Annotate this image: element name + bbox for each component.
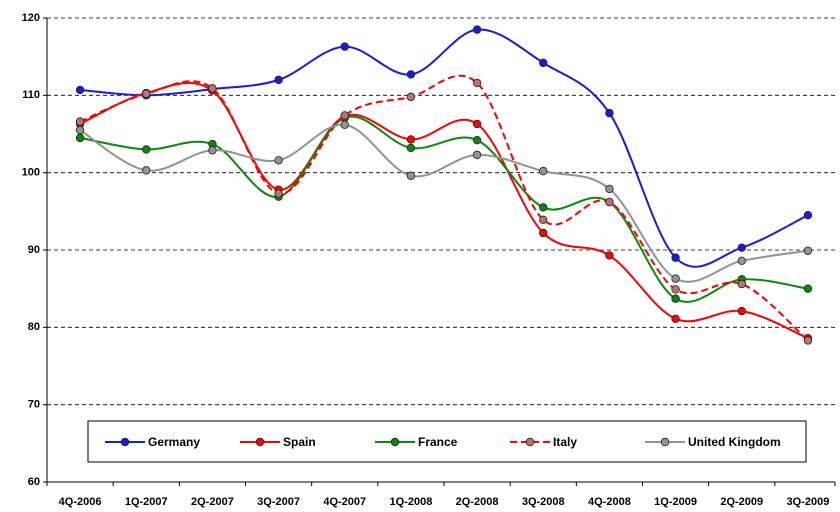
data-point [274, 75, 283, 85]
series-line [79, 123, 809, 283]
data-point [737, 279, 746, 289]
data-point [75, 85, 85, 95]
data-point [671, 274, 680, 283]
legend-label: France [418, 435, 458, 449]
data-point [208, 146, 217, 155]
series-line [79, 74, 809, 342]
data-point [539, 228, 548, 238]
legend-marker [255, 437, 265, 447]
data-point [605, 108, 614, 118]
x-tick-label: 1Q-2008 [390, 496, 433, 508]
data-point [340, 120, 349, 129]
data-point [472, 119, 482, 129]
data-point [406, 143, 416, 153]
data-point [671, 253, 680, 262]
data-point [605, 184, 614, 194]
x-tick-label: 4Q-2008 [588, 496, 631, 508]
data-point [142, 166, 151, 175]
data-point [406, 171, 416, 180]
x-tick-label: 1Q-2007 [125, 496, 168, 508]
data-point [803, 246, 813, 255]
data-point [340, 42, 349, 51]
data-point [406, 92, 416, 102]
x-tick-label: 2Q-2008 [456, 496, 499, 508]
data-point [605, 251, 614, 260]
x-tick-label: 4Q-2006 [59, 496, 102, 508]
x-tick-label: 2Q-2009 [720, 496, 763, 508]
data-point [142, 145, 151, 154]
data-point [340, 111, 349, 120]
data-point [75, 117, 85, 126]
legend-marker [660, 437, 670, 447]
data-point [539, 166, 548, 176]
series-line [79, 115, 809, 303]
x-tick-label: 4Q-2007 [323, 496, 366, 508]
data-point [472, 150, 482, 160]
data-point [539, 58, 548, 68]
x-tick-label: 3Q-2007 [257, 496, 300, 508]
legend-marker [390, 437, 400, 447]
data-point [737, 256, 746, 266]
data-point [406, 70, 416, 79]
data-point [208, 84, 217, 93]
y-tick-label: 80 [28, 321, 40, 333]
y-tick-label: 100 [22, 167, 40, 179]
data-point [539, 215, 548, 225]
data-point [737, 243, 746, 252]
data-point [472, 25, 482, 34]
data-point [737, 306, 746, 316]
data-point [406, 135, 416, 144]
legend-box [87, 420, 807, 463]
data-point [671, 294, 680, 303]
data-point [472, 135, 482, 145]
y-tick-label: 60 [28, 476, 40, 488]
data-point [142, 89, 151, 98]
data-point [75, 133, 85, 143]
data-point [274, 189, 283, 198]
legend-label: Italy [553, 435, 577, 449]
y-tick-label: 110 [22, 89, 40, 101]
legend-marker [120, 437, 130, 447]
data-point [803, 210, 813, 220]
data-point [671, 314, 680, 324]
y-tick-label: 70 [28, 399, 40, 411]
data-point [671, 285, 680, 294]
x-tick-label: 3Q-2008 [522, 496, 565, 508]
data-point [605, 197, 614, 207]
data-point [75, 125, 85, 135]
x-tick-label: 1Q-2009 [654, 496, 697, 508]
legend-marker [525, 437, 535, 447]
data-point [539, 203, 548, 212]
series-line [80, 28, 809, 268]
data-point [803, 284, 813, 293]
legend-label: United Kingdom [688, 435, 781, 449]
data-point [803, 336, 813, 345]
x-tick-label: 3Q-2009 [787, 496, 830, 508]
y-tick-label: 90 [28, 244, 40, 256]
data-point [472, 78, 482, 88]
y-tick-label: 120 [22, 12, 40, 24]
legend-label: Spain [283, 435, 316, 449]
data-point [274, 156, 283, 165]
x-tick-label: 2Q-2007 [191, 496, 234, 508]
legend-label: Germany [148, 435, 200, 449]
